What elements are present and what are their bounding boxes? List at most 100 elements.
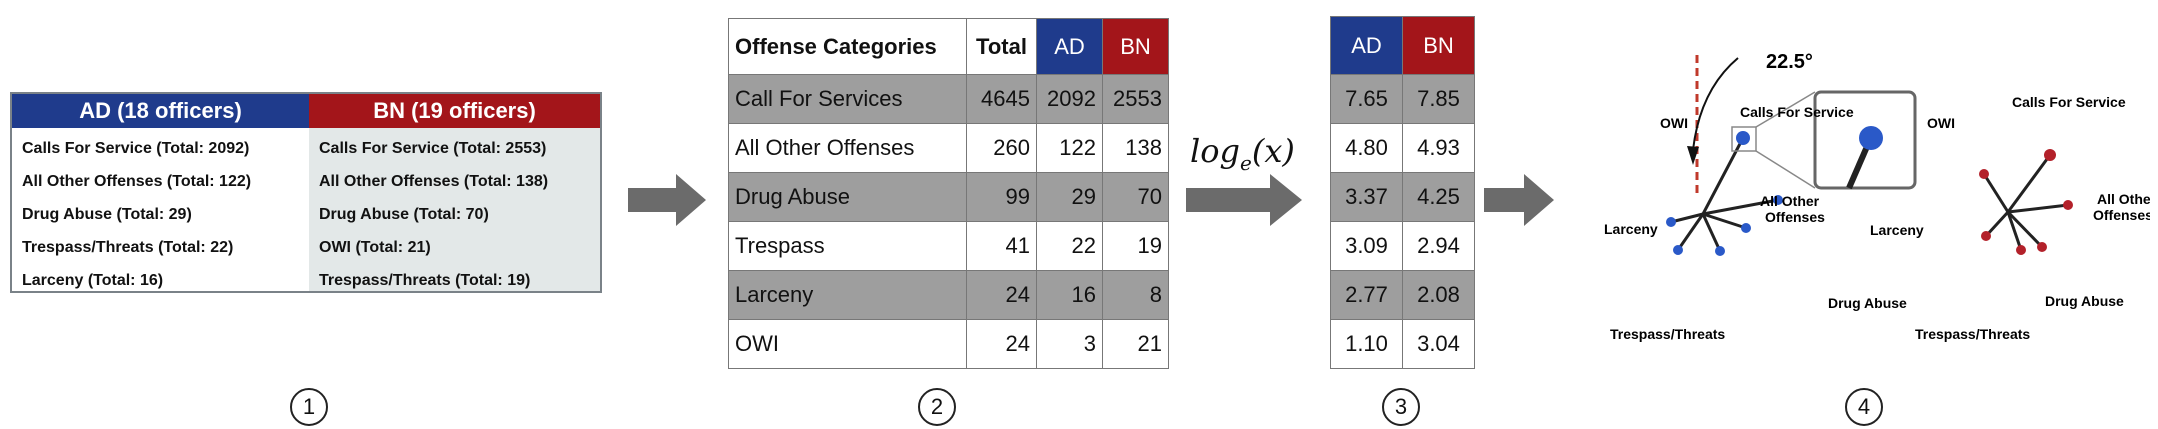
cell: 70	[1102, 172, 1169, 222]
table-row: 2.77 2.08	[1330, 270, 1475, 320]
bn-label-other-1: All Other	[2097, 191, 2150, 207]
table-row: Trespass 41 22 19	[728, 221, 1169, 271]
cell: 3.37	[1330, 172, 1403, 222]
cell: 4.80	[1330, 123, 1403, 173]
cell: Call For Services	[728, 74, 967, 124]
bn-column: Calls For Service (Total: 2553) All Othe…	[309, 128, 600, 291]
cell: 4.25	[1402, 172, 1475, 222]
bn-label-drug: Drug Abuse	[2045, 293, 2124, 309]
ad-row: Trespass/Threats (Total: 22)	[22, 239, 234, 256]
cell: 1.10	[1330, 319, 1403, 369]
header-bn: BN	[1402, 16, 1475, 75]
ad-row: All Other Offenses (Total: 122)	[22, 173, 252, 190]
table-header-row: AD BN	[1330, 16, 1475, 75]
bn-label-other-2: Offenses	[2093, 207, 2150, 223]
arrow-right-icon	[1484, 174, 1554, 226]
ad-label-larceny: Larceny	[1604, 221, 1658, 237]
step-marker-4: 4	[1845, 388, 1883, 426]
table-row: OWI 24 3 21	[728, 319, 1169, 369]
cell: 41	[966, 221, 1037, 271]
bn-row: All Other Offenses (Total: 138)	[319, 173, 549, 190]
table-row: Drug Abuse 99 29 70	[728, 172, 1169, 222]
header-offense-categories: Offense Categories	[728, 18, 967, 75]
bn-row: Drug Abuse (Total: 70)	[319, 206, 489, 223]
offense-counts-table: Offense Categories Total AD BN Call For …	[728, 18, 1169, 369]
cell: 122	[1036, 123, 1103, 173]
bn-label-trespass: Trespass/Threats	[1915, 326, 2030, 342]
bn-label-larceny: Larceny	[1870, 222, 1924, 238]
cell: 3.09	[1330, 221, 1403, 271]
radial-glyph-diagram: 22.5° Calls For Service OWI All Other Of…	[1604, 51, 2150, 342]
ad-label-trespass: Trespass/Threats	[1610, 326, 1725, 342]
cell: 2.77	[1330, 270, 1403, 320]
cell: 19	[1102, 221, 1169, 271]
ad-label-drug: Drug Abuse	[1828, 295, 1907, 311]
cell: 3	[1036, 319, 1103, 369]
ad-row: Drug Abuse (Total: 29)	[22, 206, 192, 223]
cell: 4645	[966, 74, 1037, 124]
ad-label-other-1: All Other	[1760, 193, 1820, 209]
cell: 260	[966, 123, 1037, 173]
table-row: 4.80 4.93	[1330, 123, 1475, 173]
header-bn: BN	[1102, 18, 1169, 75]
ad-spokes	[1670, 137, 1779, 252]
arrow-right-icon	[628, 174, 706, 226]
officer-summary-table: AD (18 officers) BN (19 officers) Calls …	[10, 92, 602, 293]
bn-spokes	[1982, 154, 2069, 251]
table-row: All Other Offenses 260 122 138	[728, 123, 1169, 173]
arrow-right-icon	[1186, 174, 1302, 226]
ad-label-calls: Calls For Service	[1740, 104, 1854, 120]
cell: 2.94	[1402, 221, 1475, 271]
step-marker-3: 3	[1382, 388, 1420, 426]
log-values-table: AD BN 7.65 7.85 4.80 4.93 3.37 4.25 3.09…	[1330, 16, 1475, 369]
cell: 24	[966, 270, 1037, 320]
cell: Larceny	[728, 270, 967, 320]
header-ad: AD	[1330, 16, 1403, 75]
header-ad: AD	[1036, 18, 1103, 75]
bn-row: Calls For Service (Total: 2553)	[319, 140, 547, 157]
table-row: Larceny 24 16 8	[728, 270, 1169, 320]
ad-glyph: 22.5° Calls For Service OWI All Other Of…	[1604, 51, 1917, 342]
cell: 3.04	[1402, 319, 1475, 369]
ad-label-owi: OWI	[1660, 115, 1688, 131]
cell: 21	[1102, 319, 1169, 369]
bn-label-owi: OWI	[1927, 115, 1955, 131]
table-row: 1.10 3.04	[1330, 319, 1475, 369]
cell: Drug Abuse	[728, 172, 967, 222]
table-header-row: Offense Categories Total AD BN	[728, 18, 1169, 75]
bn-row: OWI (Total: 21)	[319, 239, 431, 256]
bn-glyph: Calls For Service OWI All Other Offenses…	[1870, 94, 2150, 342]
cell: 7.85	[1402, 74, 1475, 124]
cell: 2553	[1102, 74, 1169, 124]
header-total: Total	[966, 18, 1037, 75]
cell: 24	[966, 319, 1037, 369]
bn-header: BN (19 officers)	[309, 94, 600, 128]
table-row: 7.65 7.85	[1330, 74, 1475, 124]
cell: All Other Offenses	[728, 123, 967, 173]
log-transform-label: loge(x)	[1190, 132, 1295, 175]
zoom-node	[1859, 126, 1883, 150]
log-base: log	[1190, 132, 1240, 170]
table-row: 3.37 4.25	[1330, 172, 1475, 222]
bn-nodes	[1979, 149, 2073, 255]
ad-label-other-2: Offenses	[1765, 209, 1825, 225]
ad-row: Calls For Service (Total: 2092)	[22, 140, 250, 157]
angle-arc	[1692, 57, 1739, 151]
bn-row: Trespass/Threats (Total: 19)	[319, 272, 531, 289]
angle-label: 22.5°	[1766, 51, 1813, 73]
cell: OWI	[728, 319, 967, 369]
cell: 138	[1102, 123, 1169, 173]
cell: Trespass	[728, 221, 967, 271]
cell: 99	[966, 172, 1037, 222]
ad-column: Calls For Service (Total: 2092) All Othe…	[12, 128, 309, 291]
ad-header: AD (18 officers)	[12, 94, 309, 128]
table-row: Call For Services 4645 2092 2553	[728, 74, 1169, 124]
cell: 7.65	[1330, 74, 1403, 124]
zoom-source-box	[1731, 126, 1757, 152]
cell: 22	[1036, 221, 1103, 271]
cell: 29	[1036, 172, 1103, 222]
log-subscript: e	[1239, 151, 1252, 175]
ad-nodes	[1666, 131, 1783, 256]
ad-row: Larceny (Total: 16)	[22, 272, 164, 289]
step-marker-2: 2	[918, 388, 956, 426]
